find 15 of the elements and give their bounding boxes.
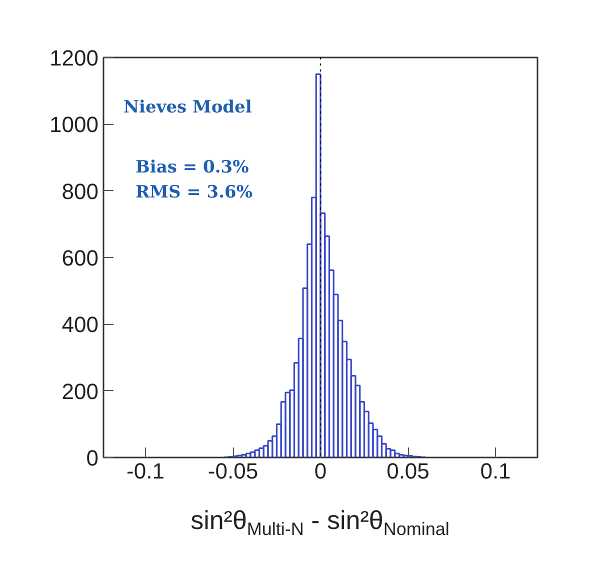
x-tick-label: -0.1 xyxy=(126,458,164,484)
y-tick-label: 600 xyxy=(62,246,99,270)
x-tick-label: 0 xyxy=(314,458,327,484)
y-tick-label: 800 xyxy=(62,178,99,204)
y-tick-label: 1200 xyxy=(50,46,99,70)
annotation: Nieves Model xyxy=(124,98,252,118)
x-tick-label: 0.1 xyxy=(480,458,511,484)
y-tick-label: 1000 xyxy=(50,112,99,138)
y-tick-label: 400 xyxy=(62,312,99,338)
x-axis-title: sin²θ$_{Multi-N}$ - sin²θ$_{Nominal}$ xyxy=(190,504,450,542)
x-tick-label: -0.05 xyxy=(208,458,258,484)
x-tick-label: 0.05 xyxy=(386,458,430,484)
y-tick-label: 200 xyxy=(62,378,99,404)
annotation: RMS = 3.6% xyxy=(136,182,253,202)
annotation: Bias = 0.3% xyxy=(136,158,249,178)
